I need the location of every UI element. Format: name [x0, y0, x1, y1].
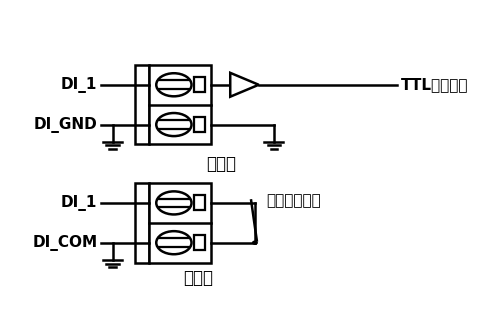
Text: 干接点: 干接点 [183, 268, 213, 287]
Text: 开关信号输入: 开关信号输入 [267, 193, 321, 208]
Bar [149, 65, 211, 144]
Bar [149, 183, 211, 263]
Circle shape [156, 113, 192, 136]
Text: DI_COM: DI_COM [32, 235, 98, 251]
Bar [135, 183, 149, 263]
Text: 湿接点: 湿接点 [206, 155, 236, 173]
Polygon shape [230, 73, 259, 97]
Bar [135, 65, 149, 144]
Circle shape [156, 231, 192, 254]
Circle shape [156, 73, 192, 96]
Text: TTL电平输入: TTL电平输入 [401, 77, 468, 92]
Bar [194, 77, 205, 92]
Text: DI_1: DI_1 [61, 77, 98, 93]
Circle shape [253, 241, 257, 244]
Text: DI_GND: DI_GND [34, 117, 98, 132]
Circle shape [156, 191, 192, 214]
Bar [194, 235, 205, 250]
Text: DI_1: DI_1 [61, 195, 98, 211]
Bar [194, 117, 205, 132]
Bar [194, 195, 205, 210]
